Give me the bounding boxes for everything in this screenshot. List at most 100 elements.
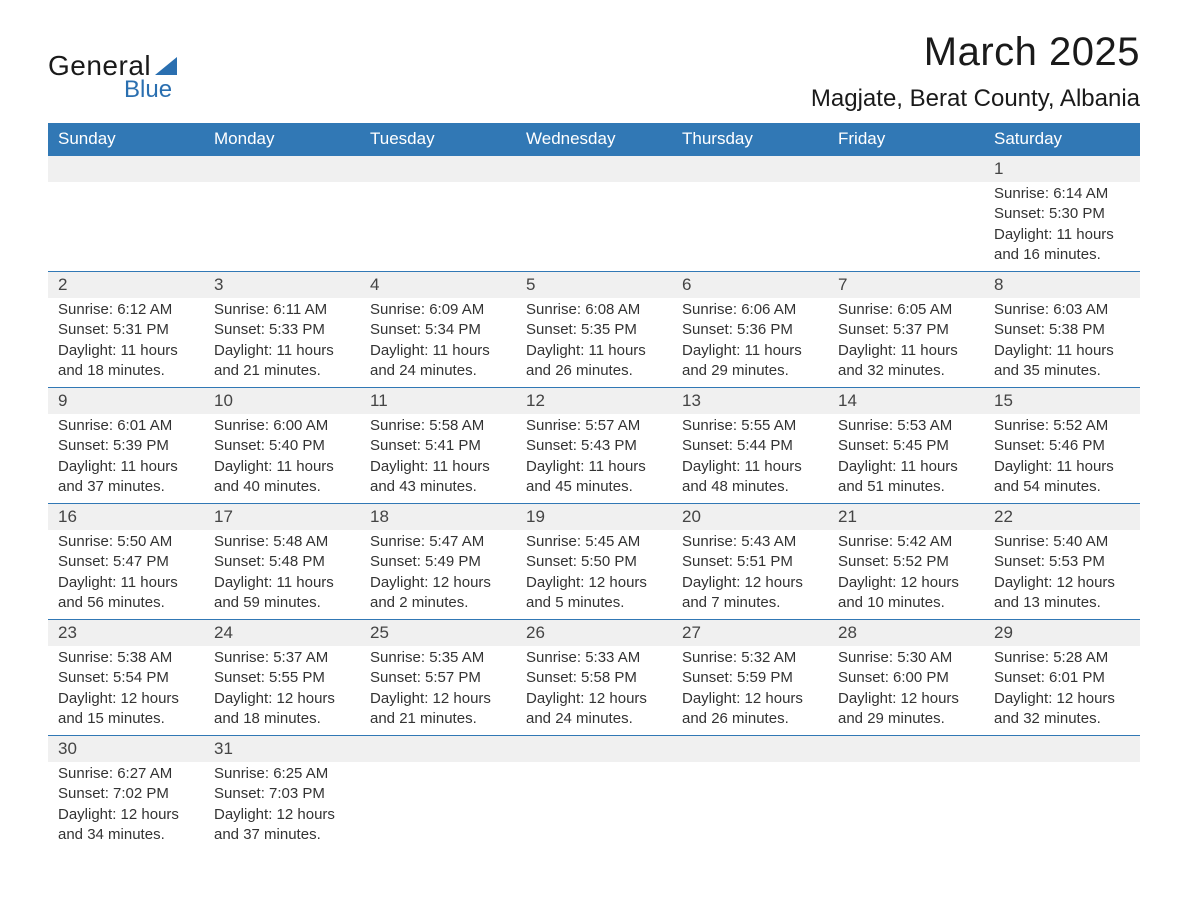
sunrise-line: Sunrise: 6:05 AM [838, 301, 952, 318]
day-data: Sunrise: 5:35 AM Sunset: 5:57 PM Daylight:… [360, 646, 516, 735]
calendar-day-cell: 3Sunrise: 6:11 AMSunset: 5:33 PMDaylight… [204, 272, 360, 388]
day-data [984, 762, 1140, 846]
sunrise-line: Sunrise: 5:50 AM [58, 533, 172, 550]
daylight-line: Daylight: 11 hours and 59 minutes. [214, 574, 334, 611]
day-data: Sunrise: 5:40 AMSunset: 5:53 PMDaylight:… [984, 530, 1140, 619]
day-number: 21 [828, 504, 984, 530]
brand-triangle-icon [155, 57, 177, 75]
daylight-line: Daylight: 12 hours and 24 minutes. [526, 690, 647, 727]
sunset-line: Sunset: 5:48 PM [214, 553, 325, 570]
day-number: 23 [48, 620, 204, 646]
sunset-line: Sunset: 5:36 PM [682, 321, 793, 338]
sunrise-line: Sunrise: 5:42 AM [838, 533, 952, 550]
sunset-line: Sunset: 5:46 PM [994, 437, 1105, 454]
calendar-day-cell [828, 736, 984, 852]
calendar-day-cell [48, 156, 204, 272]
day-data: Sunrise: 5:48 AMSunset: 5:48 PMDaylight:… [204, 530, 360, 619]
sunset-line: Sunset: 5:57 PM [370, 669, 481, 686]
day-data: Sunrise: 5:53 AMSunset: 5:45 PMDaylight:… [828, 414, 984, 503]
sunset-line: Sunset: 5:52 PM [838, 553, 949, 570]
calendar-day-cell [516, 156, 672, 272]
sunset-line: Sunset: 6:01 PM [994, 669, 1105, 686]
sunrise-line: Sunrise: 5:35 AM [370, 649, 484, 666]
calendar-day-cell: 21Sunrise: 5:42 AMSunset: 5:52 PMDayligh… [828, 504, 984, 620]
day-data: Sunrise: 6:06 AMSunset: 5:36 PMDaylight:… [672, 298, 828, 387]
page-header: General Blue March 2025 Magjate, Berat C… [48, 30, 1140, 113]
day-number [672, 156, 828, 182]
sunset-line: Sunset: 5:38 PM [994, 321, 1105, 338]
day-number: 4 [360, 272, 516, 298]
sunrise-line: Sunrise: 6:08 AM [526, 301, 640, 318]
calendar-day-cell: 24Sunrise: 5:37 AMSunset: 5:55 PMDayligh… [204, 620, 360, 736]
sunset-line: Sunset: 5:41 PM [370, 437, 481, 454]
daylight-line: Daylight: 12 hours and 18 minutes. [214, 690, 335, 727]
daylight-line: Daylight: 11 hours and 56 minutes. [58, 574, 178, 611]
daylight-line: Daylight: 11 hours and 37 minutes. [58, 458, 178, 495]
weekday-header: Wednesday [516, 123, 672, 156]
sunrise-line: Sunrise: 5:32 AM [682, 649, 796, 666]
daylight-line: Daylight: 12 hours and 26 minutes. [682, 690, 803, 727]
day-number: 9 [48, 388, 204, 414]
calendar-day-cell [984, 736, 1140, 852]
calendar-day-cell: 12Sunrise: 5:57 AMSunset: 5:43 PMDayligh… [516, 388, 672, 504]
day-data [48, 182, 204, 266]
day-number [204, 156, 360, 182]
day-data: Sunrise: 6:01 AMSunset: 5:39 PMDaylight:… [48, 414, 204, 503]
sunset-line: Sunset: 5:39 PM [58, 437, 169, 454]
day-data: Sunrise: 6:08 AMSunset: 5:35 PMDaylight:… [516, 298, 672, 387]
calendar-day-cell: 31Sunrise: 6:25 AMSunset: 7:03 PMDayligh… [204, 736, 360, 852]
calendar-day-cell: 16Sunrise: 5:50 AMSunset: 5:47 PMDayligh… [48, 504, 204, 620]
day-number: 10 [204, 388, 360, 414]
calendar-day-cell: 2Sunrise: 6:12 AMSunset: 5:31 PMDaylight… [48, 272, 204, 388]
calendar-day-cell: 29Sunrise: 5:28 AMSunset: 6:01 PMDayligh… [984, 620, 1140, 736]
calendar-day-cell [204, 156, 360, 272]
daylight-line: Daylight: 11 hours and 21 minutes. [214, 342, 334, 379]
day-number: 1 [984, 156, 1140, 182]
calendar-day-cell: 18Sunrise: 5:47 AMSunset: 5:49 PMDayligh… [360, 504, 516, 620]
day-number: 2 [48, 272, 204, 298]
daylight-line: Daylight: 11 hours and 32 minutes. [838, 342, 958, 379]
sunrise-line: Sunrise: 6:09 AM [370, 301, 484, 318]
calendar-day-cell: 1Sunrise: 6:14 AMSunset: 5:30 PMDaylight… [984, 156, 1140, 272]
daylight-line: Daylight: 12 hours and 34 minutes. [58, 806, 179, 843]
daylight-line: Daylight: 12 hours and 32 minutes. [994, 690, 1115, 727]
day-number: 14 [828, 388, 984, 414]
day-number: 3 [204, 272, 360, 298]
month-title: March 2025 [811, 30, 1140, 75]
sunset-line: Sunset: 5:49 PM [370, 553, 481, 570]
calendar-day-cell: 4Sunrise: 6:09 AMSunset: 5:34 PMDaylight… [360, 272, 516, 388]
calendar-day-cell: 13Sunrise: 5:55 AMSunset: 5:44 PMDayligh… [672, 388, 828, 504]
daylight-line: Daylight: 12 hours and 7 minutes. [682, 574, 803, 611]
day-data: Sunrise: 6:09 AMSunset: 5:34 PMDaylight:… [360, 298, 516, 387]
day-number [48, 156, 204, 182]
day-data [516, 762, 672, 846]
day-number: 11 [360, 388, 516, 414]
day-data [204, 182, 360, 266]
calendar-day-cell: 30Sunrise: 6:27 AMSunset: 7:02 PMDayligh… [48, 736, 204, 852]
daylight-line: Daylight: 12 hours and 21 minutes. [370, 690, 491, 727]
day-number: 17 [204, 504, 360, 530]
sunrise-line: Sunrise: 5:40 AM [994, 533, 1108, 550]
day-number: 15 [984, 388, 1140, 414]
calendar-day-cell: 11Sunrise: 5:58 AMSunset: 5:41 PMDayligh… [360, 388, 516, 504]
sunrise-line: Sunrise: 6:03 AM [994, 301, 1108, 318]
calendar-day-cell [360, 736, 516, 852]
day-number: 19 [516, 504, 672, 530]
sunset-line: Sunset: 7:03 PM [214, 785, 325, 802]
day-data [360, 182, 516, 266]
day-number [360, 736, 516, 762]
sunset-line: Sunset: 5:53 PM [994, 553, 1105, 570]
daylight-line: Daylight: 11 hours and 29 minutes. [682, 342, 802, 379]
daylight-line: Daylight: 11 hours and 18 minutes. [58, 342, 178, 379]
sunrise-line: Sunrise: 6:14 AM [994, 185, 1108, 202]
sunrise-line: Sunrise: 5:43 AM [682, 533, 796, 550]
sunrise-line: Sunrise: 6:27 AM [58, 765, 172, 782]
daylight-line: Daylight: 11 hours and 40 minutes. [214, 458, 334, 495]
daylight-line: Daylight: 11 hours and 45 minutes. [526, 458, 646, 495]
weekday-header: Sunday [48, 123, 204, 156]
calendar-day-cell: 5Sunrise: 6:08 AMSunset: 5:35 PMDaylight… [516, 272, 672, 388]
sunrise-line: Sunrise: 6:12 AM [58, 301, 172, 318]
sunrise-line: Sunrise: 5:30 AM [838, 649, 952, 666]
calendar-day-cell: 7Sunrise: 6:05 AMSunset: 5:37 PMDaylight… [828, 272, 984, 388]
daylight-line: Daylight: 11 hours and 54 minutes. [994, 458, 1114, 495]
